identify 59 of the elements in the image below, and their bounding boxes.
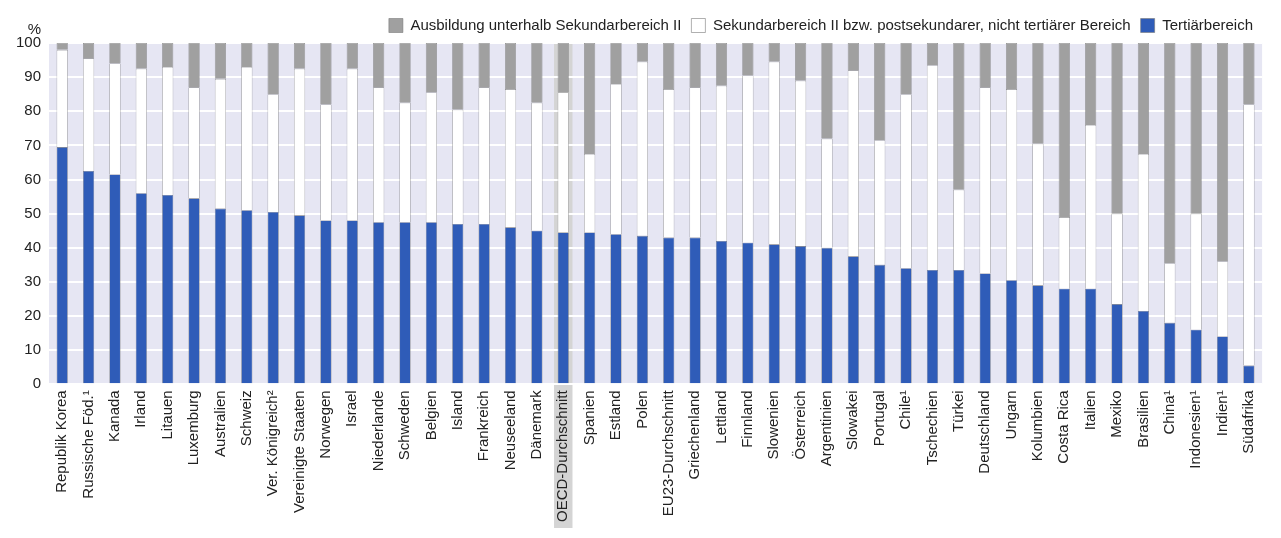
x-tick-label: Schweiz xyxy=(236,390,254,447)
x-tick-label: Slowenien xyxy=(764,390,782,460)
y-tick-label: 70 xyxy=(24,135,42,153)
x-tick-label: Irland xyxy=(131,390,149,428)
x-tick-label: Italien xyxy=(1080,390,1098,431)
x-tick-label: Argentinien xyxy=(817,390,835,467)
x-tick-label: Australien xyxy=(210,390,228,458)
x-tick-label: Israel xyxy=(342,390,360,427)
y-tick-label: 90 xyxy=(24,67,42,85)
x-tick-label: Indien¹ xyxy=(1212,390,1230,437)
legend-label: Tertiärbereich xyxy=(1162,15,1253,33)
x-tick-label: Slowakei xyxy=(843,390,861,451)
x-tick-label: Dänemark xyxy=(527,389,545,460)
x-tick-label: China¹ xyxy=(1159,390,1177,435)
y-tick-label: 50 xyxy=(24,203,42,221)
y-tick-label: 20 xyxy=(24,306,42,324)
x-tick-label: EU23-Durchschnitt xyxy=(658,389,676,517)
x-tick-label: Belgien xyxy=(421,390,439,441)
x-tick-label: Lettland xyxy=(711,390,729,444)
x-tick-label: Russische Föd.¹ xyxy=(78,390,96,499)
y-tick-label: 60 xyxy=(24,169,42,187)
y-tick-label: 10 xyxy=(24,340,42,358)
x-tick-label: Polen xyxy=(632,390,650,429)
x-tick-label: Finnland xyxy=(737,390,755,448)
y-tick-label: 40 xyxy=(24,237,42,255)
x-tick-label: Ungarn xyxy=(1001,390,1019,440)
y-tick-label: 0 xyxy=(32,374,42,392)
x-tick-label: Niederlande xyxy=(368,390,386,472)
x-tick-label: Litauen xyxy=(157,390,175,440)
y-tick-label: 30 xyxy=(24,272,42,290)
x-tick-label: Estland xyxy=(606,390,624,441)
x-tick-label: OECD-Durchschnitt xyxy=(553,389,571,523)
x-tick-label: Kanada xyxy=(105,389,123,443)
x-tick-label: Ver. Königreich² xyxy=(263,390,281,497)
x-tick-label: Schweden xyxy=(395,390,413,461)
x-tick-label: Deutschland xyxy=(975,390,993,474)
x-tick-label: Kolumbien xyxy=(1028,390,1046,462)
x-tick-label: Frankreich xyxy=(474,390,492,462)
legend-label: Sekundarbereich II bzw. postsekundarer, nicht tertiärer Bereich xyxy=(712,15,1131,33)
x-tick-label: Südafrika xyxy=(1239,389,1257,454)
x-tick-label: Griechenland xyxy=(685,390,703,480)
x-tick-label: Vereinigte Staaten xyxy=(289,390,307,513)
x-tick-label: Türkei xyxy=(948,390,966,432)
x-tick-label: Tschechien xyxy=(922,390,940,466)
x-tick-label: Luxemburg xyxy=(184,390,202,466)
x-tick-label: Brasilien xyxy=(1133,390,1151,448)
x-tick-label: Republik Korea xyxy=(52,389,70,493)
x-tick-label: Österreich xyxy=(790,390,808,460)
x-tick-label: Spanien xyxy=(579,390,597,446)
x-tick-label: Mexiko xyxy=(1107,390,1125,438)
x-tick-label: Costa Rica xyxy=(1054,389,1072,464)
x-tick-label: Chile¹ xyxy=(896,390,914,430)
x-tick-label: Neuseeland xyxy=(500,390,518,471)
y-tick-label: 80 xyxy=(24,101,42,119)
x-tick-label: Portugal xyxy=(869,390,887,447)
x-tick-label: Indonesien¹ xyxy=(1186,390,1204,469)
x-tick-label: Island xyxy=(447,390,465,431)
legend-label: Ausbildung unterhalb Sekundarbereich II xyxy=(410,15,682,33)
x-tick-label: Norwegen xyxy=(316,390,334,459)
